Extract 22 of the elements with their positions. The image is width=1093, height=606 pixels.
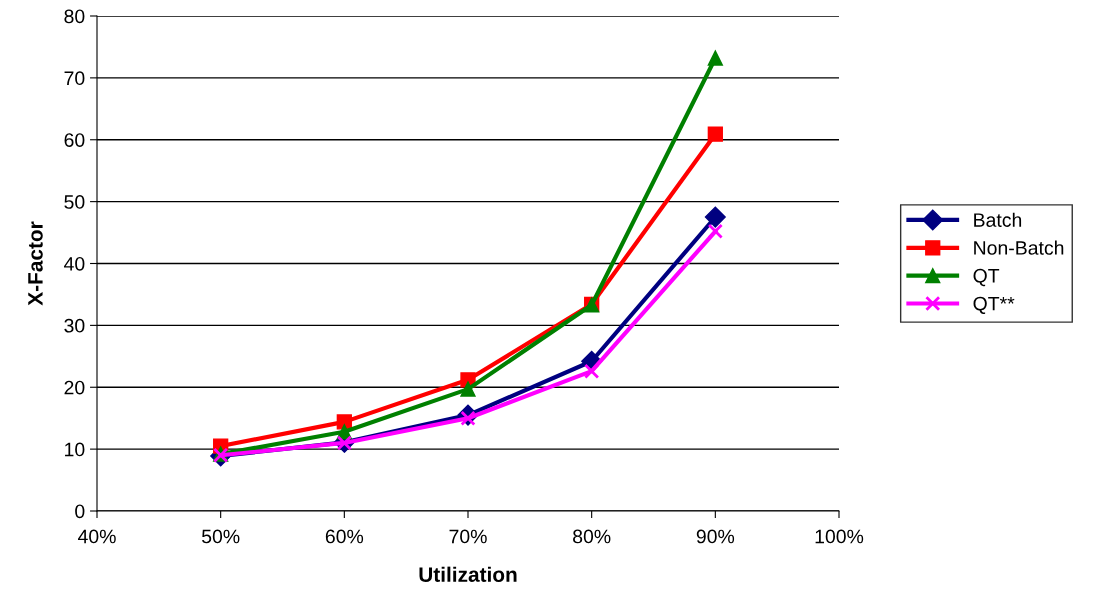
y-tick-label: 80: [64, 9, 85, 24]
x-tick-label: 70%: [449, 529, 487, 544]
x-tick-label: 40%: [77, 529, 116, 544]
x-tick-label: 60%: [325, 529, 364, 544]
x-axis-title: Utilization: [419, 566, 517, 582]
legend-label: QT: [973, 268, 1000, 287]
y-tick-label: 70: [64, 71, 85, 86]
x-tick-label: 90%: [696, 529, 735, 544]
y-tick-label: 10: [65, 442, 85, 457]
y-tick-label: 50: [64, 195, 85, 209]
x-tick-label: 50%: [201, 529, 240, 544]
legend-label: Batch: [974, 212, 1022, 227]
y-axis-title: X-Factor: [28, 221, 43, 306]
y-tick-label: 60: [64, 133, 85, 147]
y-tick-label: 30: [64, 318, 85, 333]
x-tick-label: 80%: [573, 529, 611, 544]
legend-label: QT**: [973, 296, 1015, 314]
y-tick-label: 0: [75, 504, 85, 519]
y-tick-label: 40: [64, 256, 85, 271]
legend-label: Non-Batch: [974, 240, 1064, 255]
y-tick-label: 20: [64, 380, 85, 395]
x-tick-label: 100%: [815, 529, 864, 544]
